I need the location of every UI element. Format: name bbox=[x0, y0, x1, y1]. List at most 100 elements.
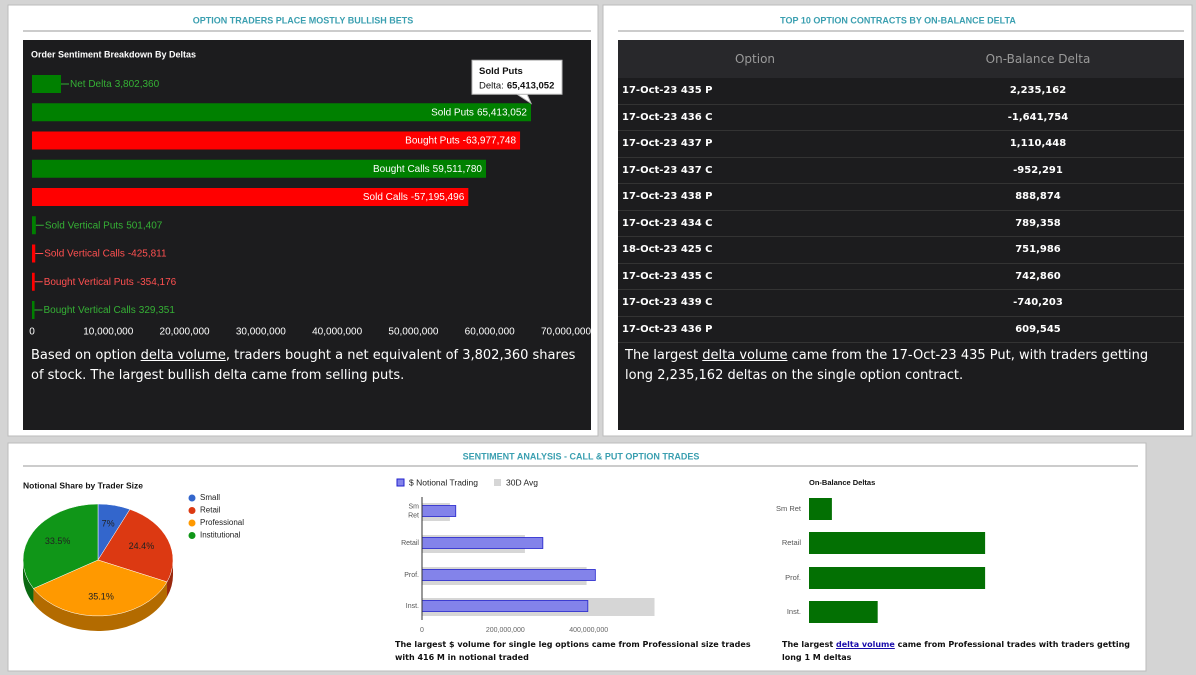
category: Bought Puts bbox=[405, 135, 459, 146]
value-label: -354,176 bbox=[137, 276, 177, 287]
cell: 609,545 bbox=[892, 316, 1184, 343]
panel-title: OPTION TRADERS PLACE MOSTLY BULLISH BETS bbox=[193, 15, 414, 25]
link[interactable]: delta volume bbox=[140, 348, 226, 363]
column-header: Option bbox=[618, 40, 892, 78]
tooltip-label: Delta: bbox=[479, 80, 504, 91]
value-label: 329,351 bbox=[139, 305, 176, 316]
value-label: -57,195,496 bbox=[411, 192, 465, 203]
legend-swatch bbox=[188, 532, 196, 539]
table-row: 17-Oct-23 438 P 888,874 bbox=[618, 183, 1184, 211]
bar bbox=[32, 244, 36, 263]
cell: 17-Oct-23 435 C bbox=[618, 263, 892, 290]
cell: 17-Oct-23 436 P bbox=[618, 316, 892, 343]
table-row: 17-Oct-23 437 C -952,291 bbox=[618, 157, 1184, 184]
cell: 888,874 bbox=[892, 183, 1184, 211]
x-tick-label: 70,000,000 bbox=[541, 327, 591, 338]
bar bbox=[421, 537, 544, 549]
x-tick-label: 0 bbox=[420, 627, 424, 634]
y-tick-label: Prof. bbox=[785, 573, 801, 582]
cell: 2,235,162 bbox=[892, 78, 1184, 105]
bar bbox=[32, 301, 35, 319]
pie-slice bbox=[97, 509, 174, 583]
chart-title: Order Sentiment Breakdown By Deltas bbox=[31, 49, 196, 59]
panel-title: SENTIMENT ANALYSIS - CALL & PUT OPTION T… bbox=[463, 451, 700, 461]
bar bbox=[32, 75, 62, 93]
x-tick-label: 400,000,000 bbox=[569, 627, 608, 634]
cell: 17-Oct-23 437 C bbox=[618, 157, 892, 184]
x-tick-label: 10,000,000 bbox=[83, 327, 133, 338]
bar-label: Net Delta 3,802,360 bbox=[70, 79, 160, 90]
link[interactable]: delta volume bbox=[835, 640, 895, 649]
text: The largest bbox=[625, 348, 703, 363]
legend-label: Small bbox=[200, 493, 220, 502]
link[interactable]: delta volume bbox=[702, 348, 788, 363]
bar bbox=[32, 272, 35, 291]
bar-label: Bought Puts -63,977,748 bbox=[405, 135, 516, 146]
summary: The largest $ volume for single leg opti… bbox=[395, 638, 770, 664]
x-tick-label: 30,000,000 bbox=[236, 327, 286, 338]
slice-label: 33.5% bbox=[45, 536, 71, 546]
panel-title: TOP 10 OPTION CONTRACTS BY ON-BALANCE DE… bbox=[780, 15, 1016, 25]
legend-label: $ Notional Trading bbox=[409, 477, 478, 487]
cell: 17-Oct-23 439 C bbox=[618, 289, 892, 317]
tooltip-text: Delta: 65,413,052 bbox=[479, 80, 554, 91]
slice-label: 24.4% bbox=[129, 541, 155, 551]
slice-label: 7% bbox=[102, 518, 115, 528]
cell: 17-Oct-23 438 P bbox=[618, 183, 892, 211]
pie-slice bbox=[22, 503, 99, 589]
text: The largest $ volume for single leg opti… bbox=[395, 640, 751, 662]
text: came from Professional trades with trade… bbox=[782, 640, 1130, 662]
pie-side bbox=[22, 560, 34, 604]
pie-side bbox=[33, 581, 168, 631]
legend-label: Professional bbox=[200, 518, 244, 527]
chart-title: Notional Share by Trader Size bbox=[23, 480, 143, 490]
value-label: 59,511,780 bbox=[433, 163, 483, 174]
bar bbox=[809, 532, 986, 554]
bar-label: Bought Vertical Puts -354,176 bbox=[44, 276, 177, 287]
bar bbox=[32, 103, 532, 122]
cell: 17-Oct-23 437 P bbox=[618, 130, 892, 158]
tooltip bbox=[471, 59, 563, 95]
table-row: 17-Oct-23 435 C 742,860 bbox=[618, 263, 1184, 290]
panel bbox=[7, 442, 1147, 672]
legend-swatch bbox=[188, 519, 196, 527]
summary: The largest delta volume came from the 1… bbox=[625, 346, 1170, 386]
legend-swatch bbox=[494, 479, 501, 486]
x-tick-label: 60,000,000 bbox=[465, 327, 515, 338]
legend-swatch bbox=[396, 478, 405, 487]
y-tick-label: Prof. bbox=[404, 572, 419, 579]
bar-label: Bought Vertical Calls 329,351 bbox=[44, 305, 176, 316]
category: Sold Vertical Puts bbox=[45, 220, 123, 231]
bar-label: Sold Calls -57,195,496 bbox=[363, 192, 465, 203]
table-row: 17-Oct-23 435 P 2,235,162 bbox=[618, 78, 1184, 105]
text: The largest bbox=[782, 640, 836, 649]
pie-side bbox=[167, 560, 173, 597]
x-tick-label: 50,000,000 bbox=[388, 327, 438, 338]
bar bbox=[809, 601, 878, 623]
summary: Based on option delta volume, traders bo… bbox=[31, 346, 587, 386]
summary: The largest delta volume came from Profe… bbox=[782, 638, 1142, 664]
bar bbox=[809, 567, 986, 589]
category: Sold Calls bbox=[363, 192, 408, 203]
cell: -952,291 bbox=[892, 157, 1184, 184]
cell: 18-Oct-23 425 C bbox=[618, 236, 892, 264]
tooltip-value: 65,413,052 bbox=[507, 80, 555, 91]
bar bbox=[421, 569, 596, 581]
legend-label: 30D Avg bbox=[506, 477, 538, 487]
y-tick-label: Sm Ret bbox=[776, 504, 802, 513]
value-label: 3,802,360 bbox=[115, 79, 160, 90]
cell: -740,203 bbox=[892, 289, 1184, 317]
x-tick-label: 40,000,000 bbox=[312, 327, 362, 338]
y-tick-label: Inst. bbox=[787, 607, 801, 616]
text: came from the 17-Oct-23 435 Put, with tr… bbox=[625, 348, 1149, 383]
tooltip-title: Sold Puts bbox=[479, 66, 523, 77]
x-tick-label: 20,000,000 bbox=[160, 327, 210, 338]
bar-label: Bought Calls 59,511,780 bbox=[373, 163, 482, 174]
bar bbox=[421, 505, 457, 517]
cell: 751,986 bbox=[892, 236, 1184, 264]
category: Bought Calls bbox=[373, 163, 430, 174]
y-tick-label: Retail bbox=[401, 540, 419, 547]
bar bbox=[32, 131, 521, 150]
bar-label: Sold Vertical Puts 501,407 bbox=[45, 220, 163, 231]
cell: 1,110,448 bbox=[892, 130, 1184, 158]
